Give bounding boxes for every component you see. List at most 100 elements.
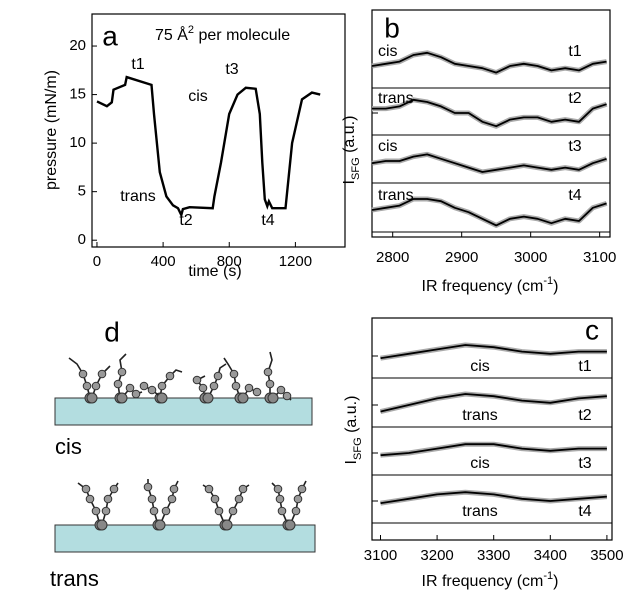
caption: cis xyxy=(55,434,82,459)
x-tick-label: 0 xyxy=(93,253,101,270)
y-tick-label: 15 xyxy=(69,86,86,103)
ring xyxy=(228,506,238,516)
label-part: IR frequency (cm xyxy=(422,573,544,590)
spectrum-fit xyxy=(371,51,607,74)
series-name: cis xyxy=(470,358,490,375)
head-group xyxy=(96,519,108,531)
head-group xyxy=(202,392,214,404)
ring xyxy=(234,494,244,504)
x-tick-label: 800 xyxy=(217,253,242,270)
label-part: SFG xyxy=(352,437,364,460)
ring xyxy=(117,367,127,377)
chain xyxy=(223,357,241,399)
ring xyxy=(198,383,208,393)
y-tick-label: 10 xyxy=(69,134,86,151)
label-part: per molecule xyxy=(194,27,290,44)
ring xyxy=(143,482,153,492)
series-name: trans xyxy=(462,503,498,520)
ring xyxy=(213,371,223,381)
series-name: cis xyxy=(470,455,490,472)
ring xyxy=(82,381,92,391)
spectrum-fit xyxy=(380,344,607,360)
series-time: t1 xyxy=(578,358,591,375)
annotation: t1 xyxy=(131,56,144,73)
x-tick-label: 2900 xyxy=(445,249,478,266)
ring xyxy=(238,484,248,494)
series-time: t4 xyxy=(568,187,581,204)
axis-label: IR frequency (cm-1) xyxy=(422,570,559,590)
label-part: ) xyxy=(553,573,558,590)
label-part: 2 xyxy=(188,24,194,36)
spectrum-fit xyxy=(371,153,607,173)
series-time: t2 xyxy=(568,90,581,107)
ring xyxy=(101,506,111,516)
annotation: t4 xyxy=(261,212,274,229)
y-tick-label: 20 xyxy=(69,37,86,54)
spectrum-fit xyxy=(371,198,607,227)
annotation: cis xyxy=(188,88,208,105)
x-tick-label: 2800 xyxy=(376,249,409,266)
series-time: t4 xyxy=(578,503,591,520)
ring xyxy=(78,369,88,379)
label-part: (a.u.) xyxy=(341,116,358,158)
x-tick-label: 3400 xyxy=(534,547,567,564)
ring xyxy=(282,391,292,401)
ring xyxy=(263,367,273,377)
ring xyxy=(214,506,224,516)
chain xyxy=(91,365,111,399)
spectrum-fit xyxy=(380,491,607,505)
ring xyxy=(81,484,91,494)
label-part: ) xyxy=(553,278,558,295)
plot-frame xyxy=(91,13,346,248)
label-part: -1 xyxy=(543,275,553,287)
x-axis-label: time (s) xyxy=(188,263,241,280)
series-name: trans xyxy=(378,90,414,107)
label-part: (a.u.) xyxy=(343,396,360,438)
chain xyxy=(207,363,227,399)
ring xyxy=(85,494,95,504)
ring xyxy=(149,506,159,516)
ring xyxy=(297,484,307,494)
ring xyxy=(91,506,101,516)
head-group xyxy=(221,519,233,531)
series-name: cis xyxy=(378,138,398,155)
caption: trans xyxy=(50,566,99,591)
axis-label: ISFG (a.u.) xyxy=(341,116,362,185)
head-group xyxy=(86,392,98,404)
y-tick-label: 0 xyxy=(78,231,86,248)
ring xyxy=(157,381,167,391)
annotation: trans xyxy=(120,188,156,205)
panel-label: c xyxy=(585,314,599,345)
x-tick-label: 3500 xyxy=(590,547,623,564)
axis-label: IR frequency (cm-1) xyxy=(422,275,559,295)
y-tick-label: 5 xyxy=(78,183,86,200)
panel-label: b xyxy=(384,12,400,43)
ring xyxy=(139,381,149,391)
series-name: trans xyxy=(378,187,414,204)
ring xyxy=(275,494,285,504)
ring xyxy=(192,375,202,385)
head-group xyxy=(116,392,128,404)
x-tick-label: 1200 xyxy=(279,253,312,270)
ring xyxy=(97,369,107,379)
substrate-trans xyxy=(54,524,316,553)
data-line xyxy=(96,75,321,219)
ring xyxy=(167,494,177,504)
annotation: t3 xyxy=(225,61,238,78)
head-group xyxy=(154,519,166,531)
ring xyxy=(229,369,239,379)
ring xyxy=(293,494,303,504)
label-part: SFG xyxy=(350,157,362,180)
ring xyxy=(210,494,220,504)
ring xyxy=(125,383,135,393)
ring xyxy=(165,371,175,381)
panel-label: d xyxy=(104,316,120,347)
label-part: 75 Å xyxy=(155,25,188,44)
series-time: t2 xyxy=(578,407,591,424)
x-tick-label: 3100 xyxy=(583,249,616,266)
ring xyxy=(147,385,157,395)
ring xyxy=(204,484,214,494)
label-part: IR frequency (cm xyxy=(422,278,544,295)
ring xyxy=(231,381,241,391)
